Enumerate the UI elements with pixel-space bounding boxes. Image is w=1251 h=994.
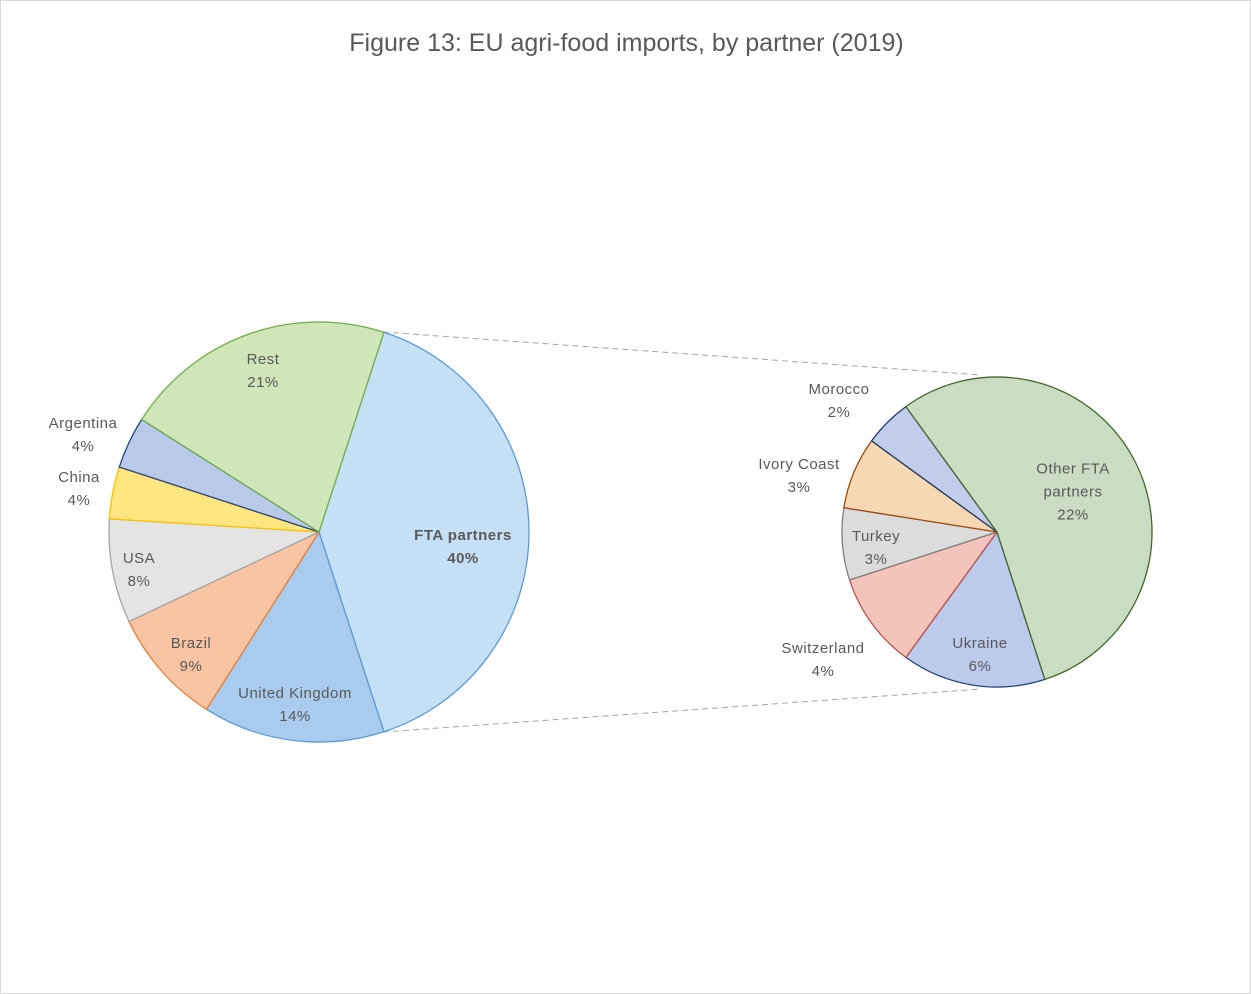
data-label: Brazil 9%	[171, 632, 212, 678]
pie-slice	[318, 331, 530, 733]
data-label: USA 8%	[123, 547, 155, 593]
data-label: Ukraine 6%	[952, 632, 1007, 678]
category-label: Argentina	[48, 415, 118, 432]
category-label: Turkey	[851, 528, 901, 545]
value-label: 21%	[247, 374, 279, 391]
pie-slice	[904, 376, 1153, 681]
data-label: Turkey 3%	[852, 525, 900, 571]
data-label: Rest 21%	[247, 348, 280, 394]
value-label: 4%	[67, 492, 91, 509]
category-label: Brazil	[170, 635, 212, 652]
pie-slice	[128, 530, 321, 711]
value-label: 9%	[179, 658, 203, 675]
value-label: 3%	[864, 551, 888, 568]
value-label: 40%	[447, 550, 479, 567]
category-label: USA	[122, 550, 156, 567]
pie-slice	[108, 518, 320, 623]
chart-title: Figure 13: EU agri-food imports, by part…	[349, 29, 904, 57]
pie-slice	[140, 321, 385, 533]
value-label: 14%	[279, 708, 311, 725]
data-label: Ivory Coast 3%	[758, 453, 839, 499]
data-label: Morocco 2%	[808, 378, 869, 424]
data-label: Other FTA partners 22%	[1028, 458, 1118, 527]
data-label: FTA partners 40%	[414, 524, 512, 570]
pie-slice	[205, 530, 385, 743]
category-label: Switzerland	[781, 640, 865, 657]
pie-slice	[848, 530, 999, 659]
category-label: Other FTA partners	[1036, 460, 1110, 501]
value-label: 4%	[71, 438, 95, 455]
category-label: United Kingdom	[238, 685, 352, 702]
pie-slice	[904, 530, 1046, 688]
connector	[382, 688, 982, 733]
value-label: 2%	[827, 404, 851, 421]
value-label: 3%	[787, 479, 811, 496]
connector	[382, 331, 982, 376]
data-label: United Kingdom 14%	[238, 682, 352, 728]
data-label: China 4%	[58, 466, 100, 512]
value-label: 22%	[1057, 506, 1089, 524]
value-label: 4%	[811, 663, 835, 680]
data-label: Argentina 4%	[49, 412, 118, 458]
value-label: 8%	[127, 573, 151, 590]
category-label: Morocco	[808, 381, 870, 398]
data-label: Switzerland 4%	[781, 637, 864, 683]
value-label: 6%	[968, 658, 992, 675]
category-label: FTA partners	[414, 527, 512, 544]
category-label: China	[58, 469, 100, 486]
category-label: Rest	[246, 351, 280, 368]
category-label: Ukraine	[952, 635, 1008, 652]
category-label: Ivory Coast	[758, 456, 840, 473]
